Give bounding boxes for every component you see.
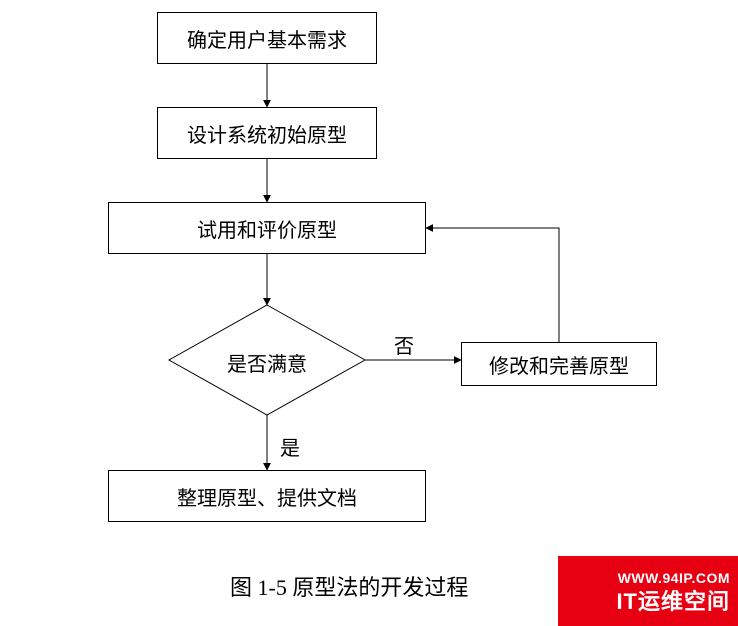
edge-label-no: 否 <box>392 330 416 359</box>
watermark-ribbon: WWW.94IP.COM IT运维空间 <box>558 556 738 626</box>
flowchart-edges <box>0 0 738 626</box>
decision-label: 是否满意 <box>227 348 307 377</box>
figure-caption: 图 1-5 原型法的开发过程 <box>230 570 468 602</box>
edge-n5-n3 <box>426 228 559 342</box>
watermark-brand: IT运维空间 <box>616 584 730 616</box>
edge-label-yes: 是 <box>278 432 302 461</box>
